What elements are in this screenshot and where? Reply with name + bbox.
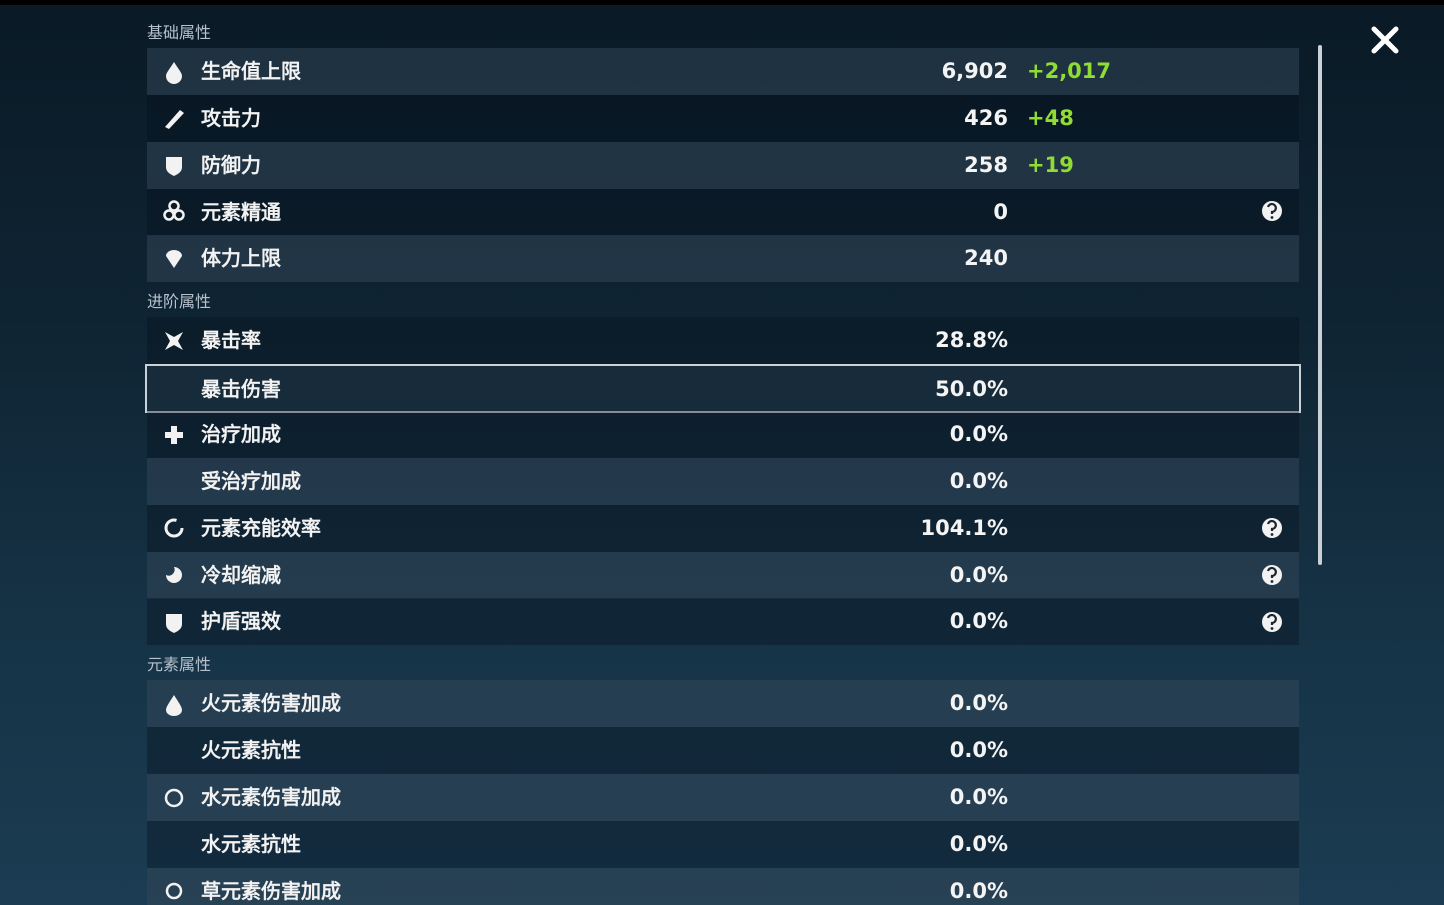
stat-row[interactable]: 火元素伤害加成 0.0% bbox=[147, 680, 1299, 728]
stat-label: 暴击伤害 bbox=[201, 377, 281, 402]
stat-label: 火元素抗性 bbox=[201, 738, 301, 763]
atk-icon bbox=[165, 110, 184, 129]
stat-row[interactable]: 治疗加成 0.0% bbox=[147, 410, 1299, 458]
stat-value: 240 bbox=[964, 246, 1008, 271]
def-icon bbox=[166, 157, 182, 176]
crit-rate-icon bbox=[165, 332, 183, 350]
stat-value: 0.0% bbox=[949, 562, 1008, 587]
stat-row[interactable]: 攻击力 426 +48 bbox=[147, 94, 1299, 142]
stat-value: 0.0% bbox=[949, 691, 1008, 716]
close-button[interactable] bbox=[1371, 26, 1399, 54]
stat-row[interactable]: 受治疗加成 0.0% bbox=[147, 457, 1299, 505]
stat-value: 6,902 bbox=[941, 59, 1008, 83]
shield-icon bbox=[166, 614, 182, 633]
stat-row[interactable]: 体力上限 240 bbox=[147, 235, 1299, 283]
stat-value: 0 bbox=[993, 199, 1008, 224]
er-icon bbox=[164, 518, 184, 538]
stat-row[interactable]: 水元素伤害加成 0.0% bbox=[147, 773, 1299, 821]
stat-value: 28.8% bbox=[935, 328, 1008, 353]
stat-row[interactable]: 水元素抗性 0.0% bbox=[147, 820, 1299, 868]
hydro-icon bbox=[164, 788, 184, 808]
stat-label: 水元素抗性 bbox=[201, 831, 301, 856]
stat-row[interactable]: 暴击伤害 50.0% bbox=[145, 364, 1301, 414]
help-dots bbox=[1270, 216, 1274, 630]
row-icons bbox=[163, 62, 185, 900]
dendro-icon bbox=[165, 882, 183, 900]
help-glyphs bbox=[1266, 202, 1277, 625]
stat-label: 防御力 bbox=[201, 152, 261, 177]
stat-row[interactable]: 防御力 258 +19 bbox=[147, 141, 1299, 189]
stat-row[interactable]: 草元素伤害加成 0.0% bbox=[147, 867, 1299, 905]
stat-label: 护盾强效 bbox=[201, 609, 281, 634]
stat-row[interactable]: 护盾强效 0.0% bbox=[147, 598, 1299, 646]
stat-value: 0.0% bbox=[949, 738, 1008, 763]
stat-row[interactable]: 暴击率 28.8% bbox=[147, 317, 1299, 365]
stat-bonus: +48 bbox=[1027, 105, 1074, 130]
stat-bonus: +2,017 bbox=[1027, 59, 1112, 83]
help-icons[interactable] bbox=[1262, 201, 1282, 632]
stat-label: 火元素伤害加成 bbox=[201, 691, 341, 716]
stat-label: 暴击率 bbox=[201, 328, 261, 353]
stat-value: 0.0% bbox=[949, 878, 1008, 903]
stat-row[interactable]: 火元素抗性 0.0% bbox=[147, 727, 1299, 775]
stat-row[interactable]: 冷却缩减 0.0% bbox=[147, 551, 1299, 599]
stat-value: 0.0% bbox=[949, 831, 1008, 856]
stat-value: 50.0% bbox=[935, 377, 1008, 402]
stat-value: 104.1% bbox=[920, 515, 1008, 540]
section-title: 元素属性 bbox=[147, 655, 212, 675]
stat-label: 水元素伤害加成 bbox=[201, 784, 341, 809]
stat-label: 受治疗加成 bbox=[201, 468, 301, 493]
hp-icon bbox=[166, 62, 182, 84]
stat-value: 258 bbox=[964, 152, 1008, 177]
em-icon bbox=[163, 200, 185, 221]
pyro-icon bbox=[166, 695, 182, 716]
stat-value: 0.0% bbox=[949, 421, 1008, 446]
stat-label: 草元素伤害加成 bbox=[201, 878, 341, 903]
section-title: 进阶属性 bbox=[147, 292, 212, 312]
stat-row[interactable]: 生命值上限 6,902 +2,017 bbox=[147, 48, 1299, 95]
stat-row[interactable]: 元素精通 0 bbox=[147, 188, 1299, 236]
section-title: 基础属性 bbox=[147, 23, 212, 42]
stat-row[interactable]: 元素充能效率 104.1% bbox=[147, 504, 1299, 552]
stat-value: 0.0% bbox=[949, 784, 1008, 809]
stamina-icon bbox=[166, 250, 182, 268]
stat-label: 冷却缩减 bbox=[201, 562, 281, 587]
heal-icon bbox=[165, 426, 183, 444]
stat-value: 0.0% bbox=[949, 468, 1008, 493]
stat-label: 生命值上限 bbox=[201, 59, 301, 83]
stat-label: 攻击力 bbox=[201, 105, 261, 130]
cd-icon bbox=[166, 567, 182, 583]
top-bar bbox=[0, 0, 1444, 5]
stat-bonus: +19 bbox=[1027, 152, 1074, 177]
stat-label: 体力上限 bbox=[201, 246, 281, 271]
stat-label: 元素精通 bbox=[201, 199, 281, 224]
scrollbar[interactable] bbox=[1318, 45, 1322, 565]
stat-label: 治疗加成 bbox=[201, 421, 281, 446]
stat-label: 元素充能效率 bbox=[201, 515, 321, 540]
stat-value: 426 bbox=[964, 105, 1008, 130]
stat-value: 0.0% bbox=[949, 609, 1008, 634]
